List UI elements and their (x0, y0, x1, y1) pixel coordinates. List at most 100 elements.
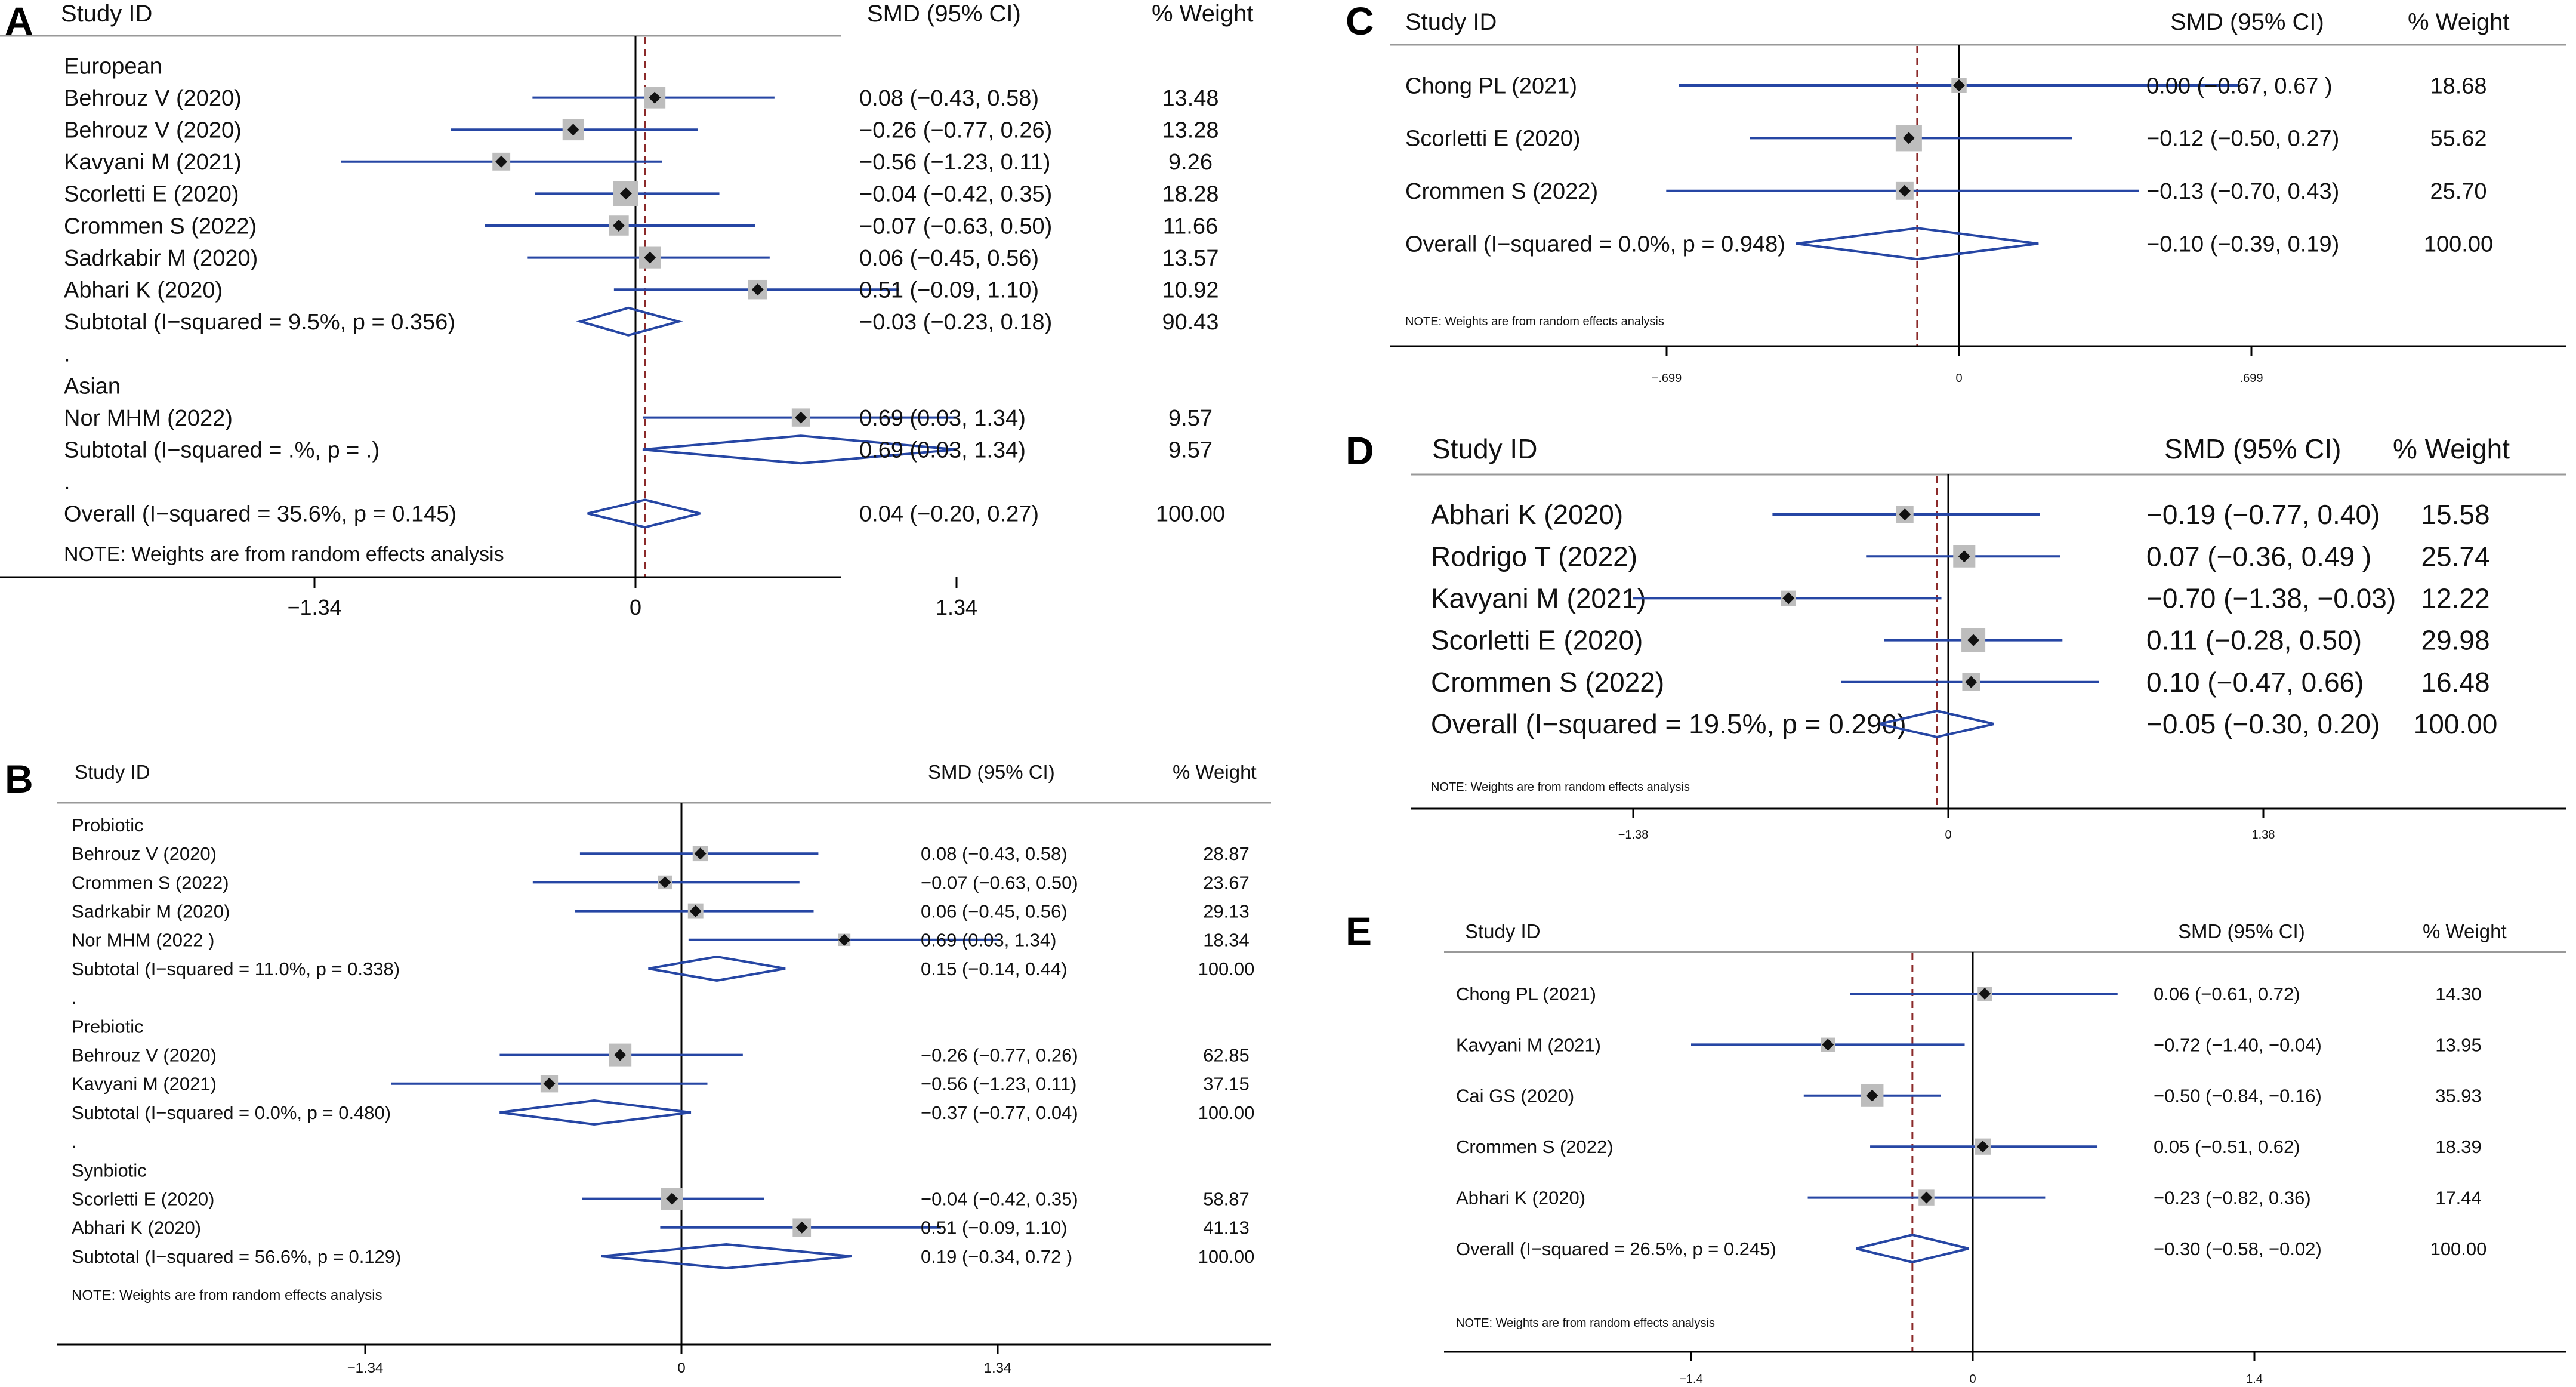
smd-ci-value: −0.07 (−0.63, 0.50) (859, 214, 1052, 239)
row-label: . (64, 342, 70, 367)
weight-value: 9.57 (1168, 406, 1213, 431)
row-dot: . (72, 987, 77, 1008)
point-estimate (1866, 1089, 1878, 1102)
weight-header: % Weight (2423, 920, 2507, 942)
point-estimate (567, 124, 579, 136)
point-estimate (1782, 592, 1795, 605)
row-study: Abhari K (2020) 0.51 (−0.09, 1.10) 41.13 (72, 1218, 1250, 1238)
weight-header: % Weight (1173, 761, 1257, 783)
point-estimate (694, 847, 707, 860)
x-tick-label: 0 (1945, 828, 1951, 842)
smd-ci-value: 0.06 (−0.45, 0.56) (921, 901, 1068, 921)
smd-ci-value: 0.04 (−0.20, 0.27) (859, 502, 1039, 527)
smd-ci-value: 0.10 (−0.47, 0.66) (2146, 667, 2364, 698)
smd-ci-value: −0.12 (−0.50, 0.27) (2146, 127, 2339, 152)
row-label: Synbiotic (72, 1160, 147, 1181)
row-label: Overall (I−squared = 0.0%, p = 0.948) (1405, 232, 1785, 257)
weight-value: 35.93 (2435, 1086, 2482, 1106)
point-estimate (795, 411, 807, 424)
weight-value: 18.28 (1162, 182, 1218, 207)
point-estimate (1898, 184, 1911, 197)
row-label: Chong PL (2021) (1405, 73, 1577, 98)
weight-value: 23.67 (1203, 872, 1250, 893)
x-tick-label: 0 (1955, 372, 1962, 385)
point-estimate (795, 1221, 808, 1234)
weight-value: 58.87 (1203, 1188, 1250, 1209)
panel-letter: E (1346, 909, 1372, 953)
point-estimate (649, 91, 661, 104)
x-tick-label: −1.34 (347, 1360, 384, 1376)
row-label: Crommen S (2022) (1456, 1136, 1614, 1157)
row-study: Cai GS (2020) −0.50 (−0.84, −0.16) 35.93 (1456, 1084, 2482, 1107)
smd-ci-value: −0.37 (−0.77, 0.04) (921, 1102, 1078, 1123)
row-subtotal: Subtotal (I−squared = 11.0%, p = 0.338) 0… (72, 955, 1254, 982)
weight-value: 37.15 (1203, 1074, 1250, 1095)
row-study: Behrouz V (2020) 0.08 (−0.43, 0.58) 28.87 (72, 843, 1250, 864)
smd-ci-value: −0.50 (−0.84, −0.16) (2154, 1086, 2322, 1106)
smd-ci-value: 0.05 (−0.51, 0.62) (2154, 1136, 2300, 1157)
row-overall: Overall (I−squared = 26.5%, p = 0.245) −0… (1456, 1233, 2486, 1264)
row-label: Kavyani M (2021) (64, 150, 242, 175)
row-label: Sadrkabir M (2020) (72, 901, 230, 921)
row-overall: Overall (I−squared = 19.5%, p = 0.290) −0… (1431, 708, 2497, 739)
row-label: Rodrigo T (2022) (1431, 541, 1637, 572)
weight-value: 9.57 (1168, 438, 1213, 463)
weight-value: 41.13 (1203, 1218, 1250, 1238)
point-estimate (1953, 79, 1965, 91)
row-label: . (72, 1131, 77, 1152)
weight-value: 29.13 (1203, 901, 1250, 921)
row-group: Prebiotic (72, 1016, 144, 1037)
row-label: . (72, 987, 77, 1008)
row-study: Behrouz V (2020) −0.26 (−0.77, 0.26) 62.85 (72, 1043, 1250, 1067)
x-tick-label: .699 (2240, 372, 2263, 385)
point-estimate (1965, 676, 1977, 688)
weight-value: 9.26 (1168, 150, 1213, 175)
row-group: Probiotic (72, 815, 144, 836)
smd-ci-value: 0.06 (−0.61, 0.72) (2154, 984, 2300, 1004)
panel-d: D Study ID SMD (95% CI) % Weight Abhari K (2… (1346, 429, 2566, 842)
panel-c: C Study ID SMD (95% CI) % Weight Chong PL (2… (1346, 0, 2566, 385)
smd-ci-value: −0.07 (−0.63, 0.50) (921, 872, 1078, 893)
weight-value: 25.70 (2430, 179, 2486, 204)
row-label: Behrouz V (2020) (64, 118, 242, 143)
point-estimate (644, 251, 656, 264)
point-estimate (838, 933, 850, 946)
study-id-header: Study ID (61, 1, 152, 27)
row-label: Chong PL (2021) (1456, 984, 1596, 1004)
weight-value: 13.48 (1162, 86, 1218, 111)
weight-value: 17.44 (2435, 1187, 2482, 1208)
panel-b: B Study ID SMD (95% CI) % Weight Probiotic Be… (5, 757, 1271, 1376)
point-estimate (619, 187, 632, 200)
row-study: Crommen S (2022) −0.13 (−0.70, 0.43) 25.70 (1405, 179, 2487, 204)
row-study: Scorletti E (2020) −0.04 (−0.42, 0.35) 58.… (72, 1188, 1250, 1210)
row-study: Scorletti E (2020) −0.04 (−0.42, 0.35) 18.… (64, 181, 1219, 207)
smd-ci-value: −0.30 (−0.58, −0.02) (2154, 1238, 2322, 1259)
row-study: Crommen S (2022) 0.05 (−0.51, 0.62) 18.39 (1456, 1136, 2482, 1157)
smd-ci-value: 0.69 (0.03, 1.34) (921, 930, 1057, 951)
smd-ci-value: 0.69 (0.03, 1.34) (859, 438, 1026, 463)
smd-ci-value: −0.05 (−0.30, 0.20) (2146, 708, 2380, 739)
weight-value: 100.00 (1156, 502, 1225, 527)
pooled-diamond (601, 1243, 852, 1270)
weight-value: 29.98 (2421, 625, 2489, 656)
row-label: Crommen S (2022) (1405, 179, 1598, 204)
row-study: Sadrkabir M (2020) 0.06 (−0.45, 0.56) 13.5… (64, 246, 1219, 271)
row-dot: . (72, 1131, 77, 1152)
x-tick-label: 1.34 (936, 595, 977, 619)
point-estimate (1902, 132, 1915, 144)
row-group: Synbiotic (72, 1160, 147, 1181)
pooled-diamond (587, 498, 701, 529)
point-estimate (1822, 1038, 1834, 1051)
row-label: Crommen S (2022) (64, 214, 257, 239)
row-label: Behrouz V (2020) (72, 843, 217, 864)
smd-ci-value: −0.26 (−0.77, 0.26) (859, 118, 1052, 143)
row-study: Abhari K (2020) 0.51 (−0.09, 1.10) 10.92 (64, 278, 1219, 303)
x-tick-label: 1.34 (984, 1360, 1012, 1376)
x-tick-label: −1.34 (287, 595, 341, 619)
smd-ci-value: −0.72 (−1.40, −0.04) (2154, 1034, 2322, 1055)
panel-letter: B (5, 757, 33, 801)
weights-note: NOTE: Weights are from random effects an… (1405, 315, 1664, 328)
smd-ci-header: SMD (95% CI) (2170, 9, 2324, 35)
smd-ci-value: 0.06 (−0.45, 0.56) (859, 246, 1039, 271)
row-subtotal: Subtotal (I−squared = .%, p = .) 0.69 (0.… (64, 434, 1213, 465)
